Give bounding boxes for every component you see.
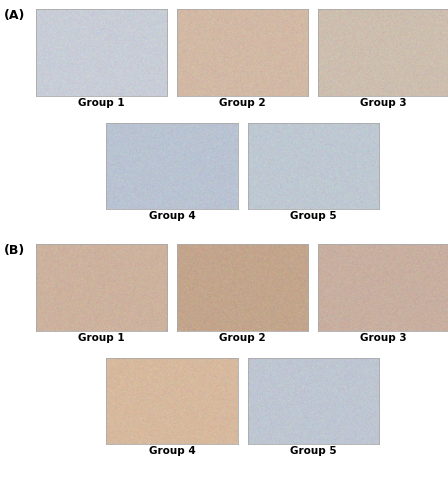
Text: (B): (B) [4, 244, 25, 257]
Text: (A): (A) [4, 9, 25, 22]
Text: Group 2: Group 2 [219, 332, 266, 342]
Text: Group 5: Group 5 [290, 446, 336, 456]
Text: Group 5: Group 5 [290, 211, 336, 221]
Text: Group 1: Group 1 [78, 98, 125, 108]
Text: Group 4: Group 4 [149, 211, 195, 221]
Text: Group 3: Group 3 [360, 332, 407, 342]
Text: Group 3: Group 3 [360, 98, 407, 108]
Text: Group 4: Group 4 [149, 446, 195, 456]
Text: Group 1: Group 1 [78, 332, 125, 342]
Text: Group 2: Group 2 [219, 98, 266, 108]
